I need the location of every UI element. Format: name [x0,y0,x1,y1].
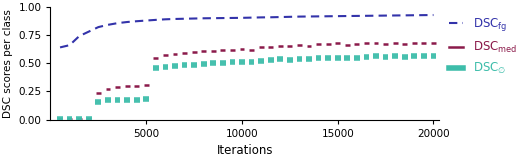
Y-axis label: DSC scores per class: DSC scores per class [3,9,13,118]
X-axis label: Iterations: Iterations [217,144,273,157]
Legend: DSC$_{\rm fg}$, DSC$_{\rm med}$, DSC$_{\varnothing}$: DSC$_{\rm fg}$, DSC$_{\rm med}$, DSC$_{\… [449,16,517,76]
